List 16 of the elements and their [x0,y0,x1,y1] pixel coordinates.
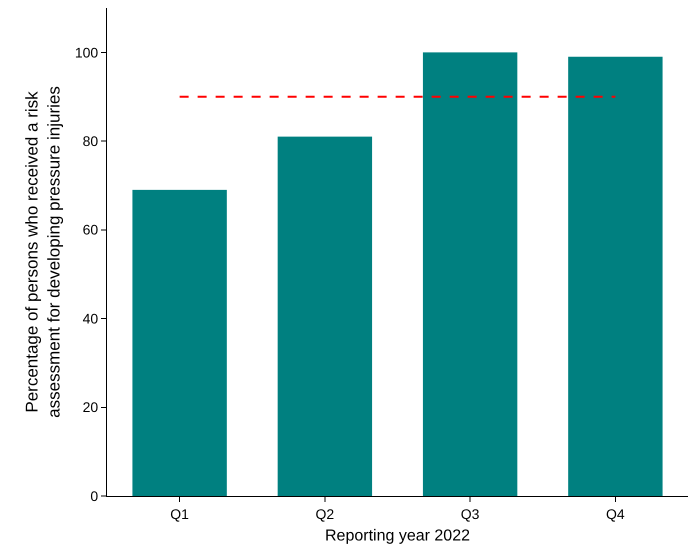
bar [568,56,663,496]
x-tick-label: Q1 [170,506,190,522]
x-tick-label: Q2 [316,506,334,522]
bar [132,190,227,496]
x-axis-title: Reporting year 2022 [325,528,470,544]
y-tick-label: 20 [82,399,98,416]
y-tick-label: 80 [82,132,98,149]
bar [278,136,372,496]
x-tick-label: Q3 [460,506,480,522]
y-tick-label: 60 [82,222,98,238]
y-tick-label: 0 [90,488,98,504]
x-tick-label: Q4 [606,506,625,522]
y-tick-label: 100 [74,44,98,60]
bar [422,52,518,496]
y-axis-title: Percentage of persons who received a risk assessment for developing pressure injuries [22,86,64,418]
y-tick-label: 40 [82,310,98,326]
